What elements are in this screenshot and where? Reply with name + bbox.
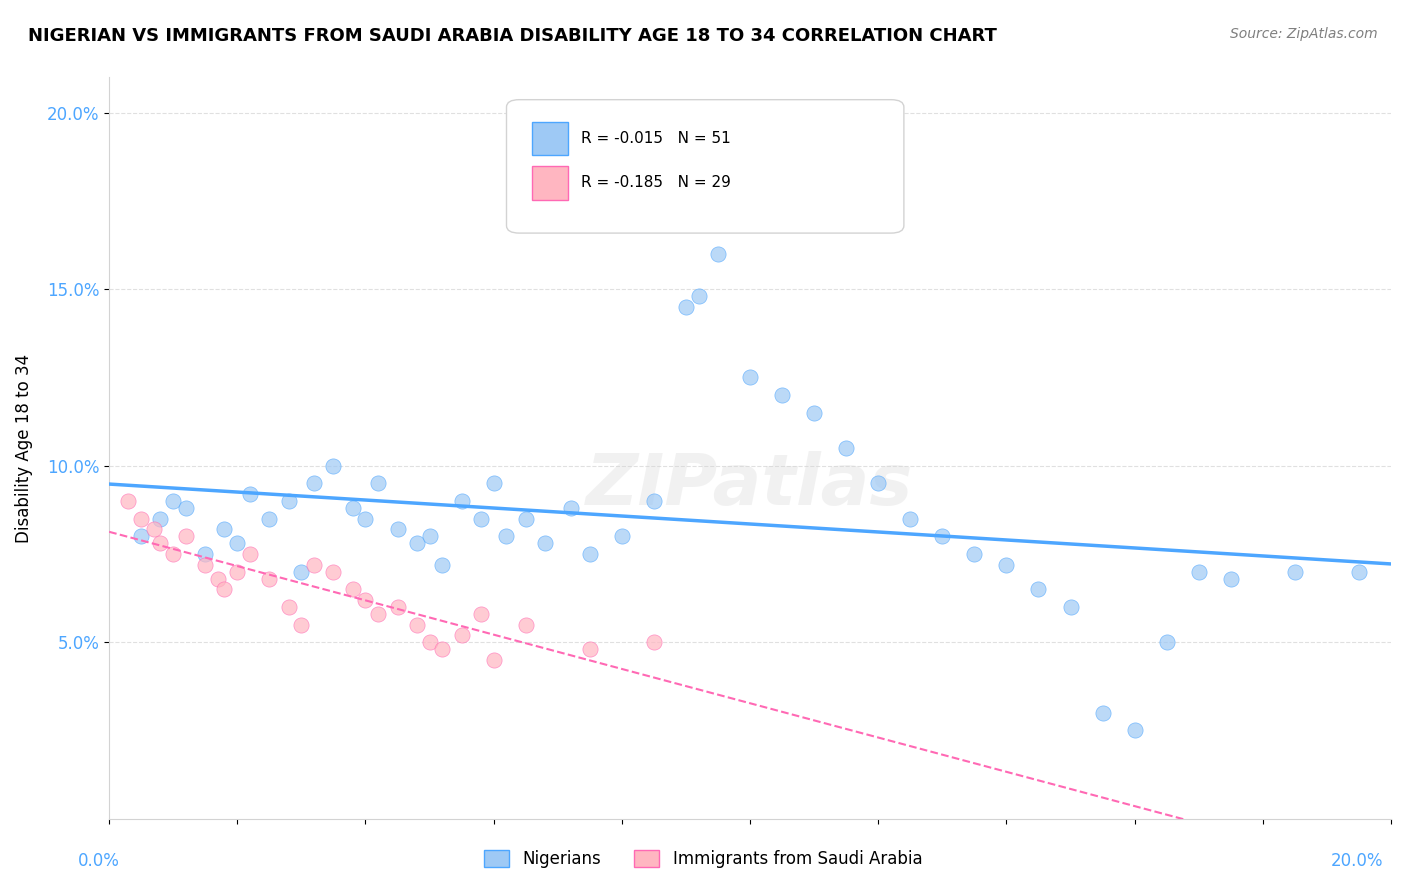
Point [354,511,377,525]
Point [322,565,344,579]
Point [259,511,281,525]
Point [367,607,389,621]
Point [1188,565,1211,579]
Text: R = -0.185   N = 29: R = -0.185 N = 29 [581,175,731,190]
Point [450,494,472,508]
FancyBboxPatch shape [506,100,904,233]
Point [432,558,454,572]
Point [643,494,665,508]
Point [129,511,152,525]
Point [419,529,441,543]
Point [1284,565,1306,579]
Point [207,572,229,586]
Point [835,441,858,455]
Point [963,547,986,561]
Point [129,529,152,543]
Point [405,617,427,632]
Point [470,607,492,621]
Point [239,547,262,561]
Y-axis label: Disability Age 18 to 34: Disability Age 18 to 34 [15,353,32,542]
Point [707,247,730,261]
Point [1028,582,1050,597]
Point [290,617,312,632]
Point [738,370,761,384]
Point [470,511,492,525]
Point [342,582,364,597]
Point [1348,565,1371,579]
Point [162,494,184,508]
Point [1091,706,1114,720]
Point [387,522,409,536]
Point [1059,599,1081,614]
Point [1219,572,1241,586]
Point [515,511,537,525]
Point [354,592,377,607]
Point [688,289,710,303]
Point [226,565,249,579]
Point [931,529,953,543]
Point [1123,723,1146,738]
Point [149,511,172,525]
Text: NIGERIAN VS IMMIGRANTS FROM SAUDI ARABIA DISABILITY AGE 18 TO 34 CORRELATION CHA: NIGERIAN VS IMMIGRANTS FROM SAUDI ARABIA… [28,27,997,45]
Point [643,635,665,649]
Point [143,522,166,536]
Point [322,458,344,473]
Point [387,599,409,614]
Text: 0.0%: 0.0% [77,852,120,870]
Point [450,628,472,642]
Point [290,565,312,579]
Text: 20.0%: 20.0% [1330,852,1384,870]
Text: Source: ZipAtlas.com: Source: ZipAtlas.com [1230,27,1378,41]
Point [560,501,582,516]
Point [1156,635,1178,649]
Point [405,536,427,550]
Point [803,406,825,420]
Point [610,529,633,543]
Point [174,501,197,516]
Point [579,642,602,657]
Point [579,547,602,561]
Point [149,536,172,550]
Point [342,501,364,516]
Point [515,617,537,632]
Point [432,642,454,657]
Legend: Nigerians, Immigrants from Saudi Arabia: Nigerians, Immigrants from Saudi Arabia [477,843,929,875]
Point [239,487,262,501]
Point [868,476,890,491]
Point [419,635,441,649]
Point [277,599,299,614]
Point [162,547,184,561]
Point [898,511,921,525]
Point [770,388,793,402]
Point [277,494,299,508]
Point [214,522,236,536]
Point [302,558,325,572]
Point [214,582,236,597]
Point [482,653,505,667]
FancyBboxPatch shape [531,122,568,155]
Point [174,529,197,543]
FancyBboxPatch shape [531,167,568,200]
Text: ZIPatlas: ZIPatlas [586,450,914,519]
Point [117,494,139,508]
Point [259,572,281,586]
Point [302,476,325,491]
Point [194,558,217,572]
Point [482,476,505,491]
Point [226,536,249,550]
Text: R = -0.015   N = 51: R = -0.015 N = 51 [581,131,731,145]
Point [367,476,389,491]
Point [534,536,557,550]
Point [495,529,517,543]
Point [194,547,217,561]
Point [675,300,697,314]
Point [995,558,1018,572]
